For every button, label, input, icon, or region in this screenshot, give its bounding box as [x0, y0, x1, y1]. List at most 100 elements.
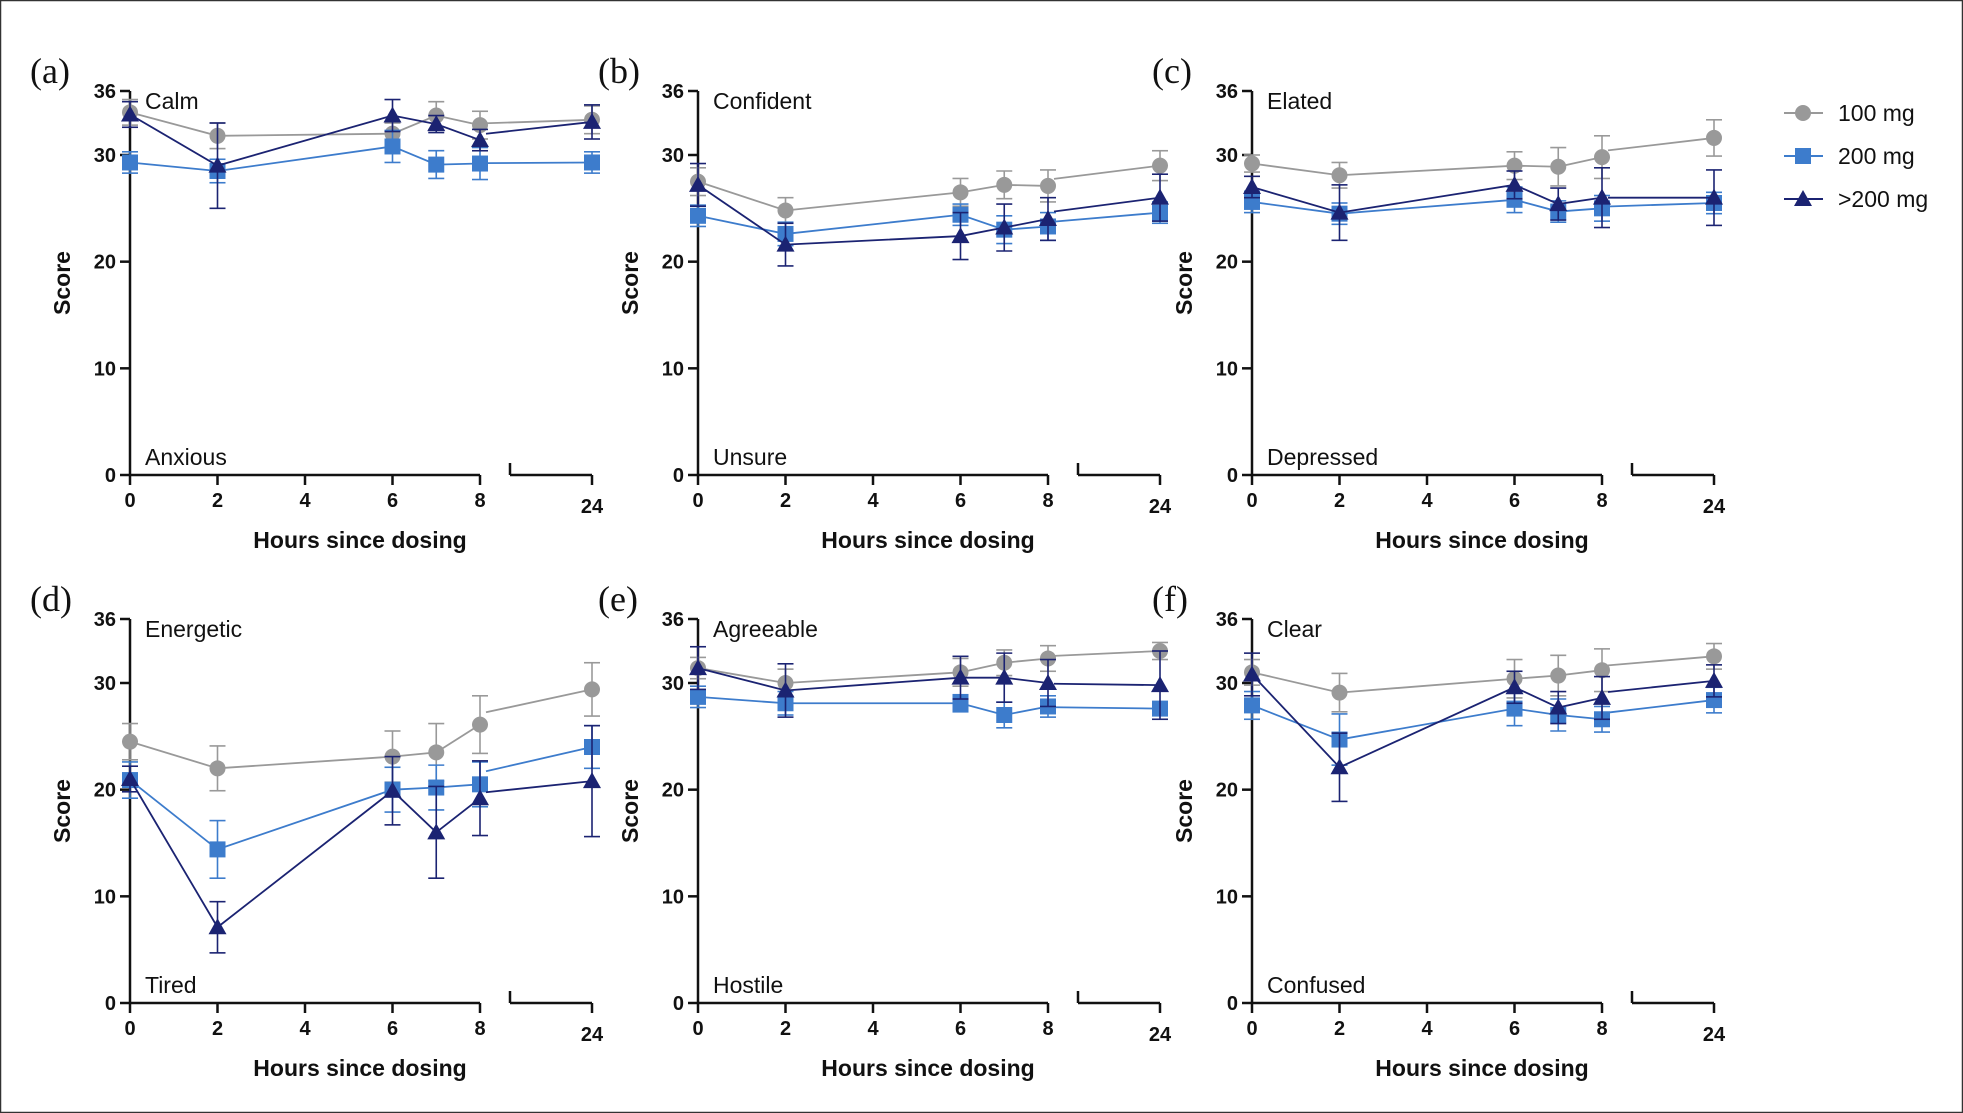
data-point-triangle: [1151, 188, 1169, 205]
panel-label: (b): [598, 51, 640, 91]
series-line-24h: [1607, 679, 1715, 693]
data-point-square: [472, 155, 488, 172]
data-point-circle: [1331, 684, 1348, 701]
data-point-triangle: [1243, 665, 1261, 682]
data-point-circle: [952, 184, 969, 201]
data-point-triangle: [1705, 188, 1723, 205]
data-point-triangle: [776, 681, 795, 698]
y-tick-label: 30: [1216, 145, 1238, 167]
data-point-triangle: [1039, 210, 1057, 226]
legend-marker-circle: [1795, 105, 1811, 121]
data-point-square: [122, 154, 138, 171]
data-point-circle: [777, 202, 794, 219]
data-point-triangle: [689, 659, 707, 676]
x-tick-label: 4: [299, 490, 311, 512]
x-tick-label: 6: [1509, 490, 1520, 512]
y-tick-label: 0: [1227, 465, 1238, 487]
data-point-triangle: [1593, 688, 1611, 705]
data-point-triangle: [383, 106, 402, 123]
data-point-square: [1506, 700, 1523, 717]
panel-label: (e): [598, 579, 638, 619]
y-tick-label: 36: [662, 609, 684, 631]
x-axis-title: Hours since dosing: [1375, 527, 1588, 553]
x-axis-title: Hours since dosing: [253, 527, 466, 553]
series-line-24h: [1053, 682, 1161, 687]
series-line-24h: [485, 746, 593, 773]
series-200mg: [689, 162, 1169, 267]
data-point-square: [209, 841, 226, 858]
data-point-triangle: [121, 105, 139, 122]
data-point-square: [384, 138, 401, 155]
data-point-triangle: [1549, 195, 1568, 212]
series-line-24h: [485, 688, 593, 714]
series-200mg: [1243, 652, 1723, 803]
legend-item-over200mg: >200 mg: [1784, 186, 1928, 212]
x-tick-label: 0: [124, 1018, 135, 1040]
data-point-triangle: [995, 668, 1014, 685]
data-point-circle: [1244, 155, 1260, 172]
series-200mg: [122, 129, 600, 184]
legend-label-over200mg: >200 mg: [1838, 186, 1928, 212]
data-point-circle: [472, 716, 488, 733]
y-tick-label: 36: [662, 81, 684, 103]
data-point-triangle: [383, 781, 402, 798]
y-tick-label: 10: [1216, 358, 1238, 380]
y-tick-label: 30: [662, 673, 684, 695]
data-point-triangle: [208, 156, 227, 173]
x-tick-label: 24: [581, 1024, 604, 1046]
series-line-24h: [1053, 650, 1161, 657]
data-point-square: [690, 688, 706, 705]
data-point-circle: [1550, 667, 1567, 684]
y-tick-label: 10: [662, 886, 684, 908]
data-point-circle: [996, 176, 1013, 193]
data-point-circle: [1506, 157, 1523, 174]
x-axis-title: Hours since dosing: [821, 1055, 1034, 1081]
series-200mg: [689, 645, 1169, 721]
data-point-circle: [428, 744, 445, 761]
x-tick-label: 24: [1703, 496, 1726, 518]
series-line-24h: [1053, 211, 1161, 223]
series-line-24h: [1053, 196, 1161, 213]
series-line-24h: [1053, 706, 1161, 710]
x-tick-label: 4: [1421, 490, 1433, 512]
y-axis-title: Score: [49, 779, 75, 843]
x-tick-label: 24: [1703, 1024, 1726, 1046]
data-point-circle: [122, 733, 138, 750]
data-point-triangle: [1151, 676, 1169, 693]
data-point-triangle: [776, 235, 795, 252]
data-point-triangle: [951, 227, 970, 244]
y-axis-title: Score: [617, 251, 643, 315]
y-tick-label: 36: [1216, 81, 1238, 103]
x-tick-label: 6: [955, 1018, 966, 1040]
data-point-triangle: [951, 668, 970, 685]
x-tick-label: 4: [867, 1018, 879, 1040]
data-point-circle: [1706, 648, 1722, 665]
data-point-triangle: [1039, 674, 1057, 690]
bottom-anchor-label: Unsure: [713, 444, 787, 470]
x-tick-label: 24: [1149, 496, 1172, 518]
series-line-24h: [485, 121, 593, 135]
data-point-square: [690, 207, 706, 224]
x-tick-label: 2: [780, 1018, 791, 1040]
x-tick-label: 0: [1246, 1018, 1257, 1040]
data-point-triangle: [471, 789, 489, 806]
data-point-triangle: [1505, 678, 1524, 695]
series-200mg: [121, 98, 601, 210]
series-line-24h: [1607, 202, 1715, 208]
data-point-triangle: [121, 770, 139, 786]
series-line-24h: [485, 118, 593, 125]
y-tick-label: 20: [94, 780, 116, 802]
bottom-anchor-label: Hostile: [713, 972, 783, 998]
legend-item-100mg: 100 mg: [1784, 100, 1915, 126]
x-tick-label: 4: [867, 490, 879, 512]
data-point-circle: [209, 760, 226, 777]
y-tick-label: 20: [662, 780, 684, 802]
y-tick-label: 0: [673, 465, 684, 487]
data-point-circle: [1706, 129, 1722, 146]
data-point-circle: [1040, 177, 1056, 194]
series-line-24h: [1607, 699, 1715, 714]
